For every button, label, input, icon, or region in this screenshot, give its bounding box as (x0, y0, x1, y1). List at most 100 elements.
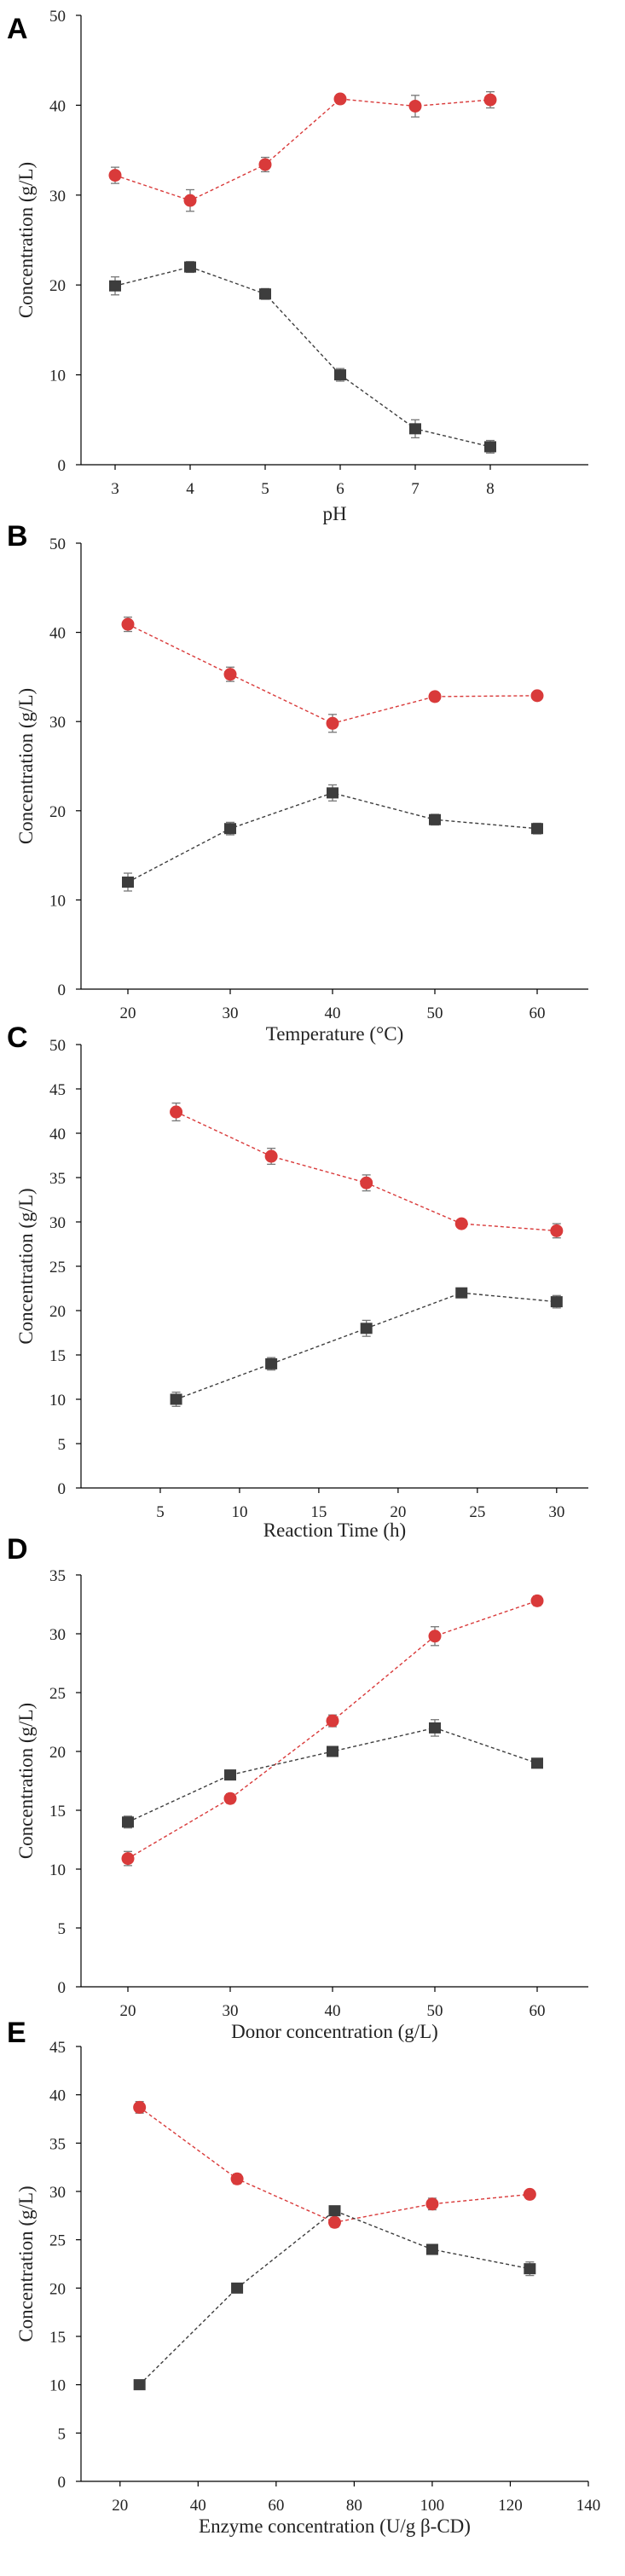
x-tick-label: 40 (325, 1004, 341, 1022)
data-point-circle (121, 1852, 135, 1866)
series-line (127, 623, 538, 725)
x-tick-label: 10 (231, 1503, 247, 1521)
data-point-square (327, 1745, 339, 1757)
data-point-circle (550, 1224, 564, 1237)
y-tick-label: 25 (49, 1259, 66, 1276)
data-point-square (327, 787, 339, 799)
data-point-square (224, 1769, 236, 1781)
data-point-circle (408, 99, 422, 113)
y-tick-label: 15 (49, 1347, 66, 1365)
data-point-circle (333, 92, 347, 106)
x-tick-label: 3 (111, 480, 119, 498)
y-tick-label: 15 (49, 1803, 66, 1821)
data-point-square (122, 876, 134, 888)
data-point-square (265, 1357, 278, 1369)
data-point-square (231, 2282, 244, 2294)
y-tick-label: 30 (49, 2184, 66, 2202)
x-tick-label: 20 (390, 1503, 406, 1521)
y-tick-label: 40 (49, 97, 66, 115)
series-line (127, 792, 538, 883)
series-gray-squares (122, 784, 543, 892)
y-tick-label: 0 (58, 1480, 67, 1498)
x-axis-label: pH (322, 503, 346, 524)
data-point-circle (425, 2197, 439, 2211)
data-point-circle (530, 1594, 544, 1607)
x-tick-label: 25 (469, 1503, 485, 1521)
y-tick-label: 20 (49, 1303, 66, 1321)
data-point-square (259, 288, 271, 300)
x-tick-label: 50 (427, 2002, 443, 2020)
series-line (176, 1292, 557, 1400)
series-red-circles (170, 1102, 564, 1239)
x-tick-label: 140 (576, 2497, 601, 2515)
x-axis-label: Enzyme concentration (U/g β-CD) (199, 2515, 471, 2537)
x-tick-label: 20 (120, 1004, 136, 1022)
chart-panel-c: C 0 5 10 15 20 25 30 35 40 45 50 5 10 15 20 25 30 Reaction… (7, 1022, 588, 1541)
x-tick-label: 50 (427, 1004, 443, 1022)
y-axis-label: Concentration (g/L) (15, 1188, 37, 1344)
series-line (139, 2106, 530, 2223)
data-point-circle (230, 2172, 244, 2185)
y-axis-label: Concentration (g/L) (15, 162, 37, 318)
data-point-circle (133, 2100, 147, 2114)
data-point-square (133, 2379, 146, 2391)
data-point-square (109, 280, 121, 292)
x-tick-label: 40 (325, 2002, 341, 2020)
data-point-circle (258, 158, 272, 171)
series-line (127, 1727, 538, 1823)
data-point-circle (523, 2187, 536, 2201)
series-line (114, 266, 491, 448)
x-tick-label: 60 (268, 2497, 284, 2515)
data-point-circle (328, 2215, 341, 2229)
y-tick-label: 0 (58, 981, 67, 999)
y-axis-label: Concentration (g/L) (15, 2185, 37, 2342)
data-point-circle (223, 1792, 237, 1805)
series-gray-squares (170, 1287, 563, 1407)
data-point-circle (121, 617, 135, 631)
x-tick-label: 30 (223, 1004, 239, 1022)
y-tick-label: 25 (49, 1685, 66, 1703)
y-tick-label: 20 (49, 803, 66, 821)
panel-letter: D (7, 1533, 28, 1566)
y-tick-label: 45 (49, 2039, 66, 2057)
x-tick-label: 30 (548, 1503, 564, 1521)
chart-panel-d: D 0 5 10 15 20 25 30 35 20 30 40 50 60 Donor concentra… (7, 1533, 588, 2042)
data-point-circle (483, 93, 497, 107)
data-point-circle (530, 689, 544, 703)
data-point-square (550, 1296, 563, 1308)
data-point-circle (326, 1714, 339, 1728)
data-point-circle (223, 668, 237, 681)
x-tick-label: 7 (411, 480, 420, 498)
y-tick-label: 0 (58, 1979, 67, 1997)
y-tick-label: 20 (49, 2280, 66, 2298)
x-tick-label: 8 (486, 480, 495, 498)
data-point-circle (108, 169, 122, 182)
chart-panel-a: A 0 10 20 30 40 50 3 4 5 6 7 8 pH Concentration (g/L) (7, 8, 588, 524)
y-tick-label: 30 (49, 188, 66, 206)
data-point-square (524, 2263, 536, 2275)
x-tick-label: 60 (530, 1004, 546, 1022)
panel-letter: A (7, 13, 28, 45)
x-tick-label: 40 (190, 2497, 206, 2515)
y-axis-label: Concentration (g/L) (15, 1703, 37, 1859)
y-tick-label: 50 (49, 8, 66, 26)
data-point-square (122, 1816, 134, 1828)
x-tick-label: 20 (120, 2002, 136, 2020)
data-point-square (531, 1757, 543, 1769)
data-point-circle (183, 194, 197, 207)
series-red-circles (133, 2100, 536, 2229)
x-axis-label: Reaction Time (h) (263, 1520, 406, 1541)
chart-panel-e: E 0 5 10 15 20 25 30 35 40 45 20 40 60 80 100 120 140 Enzy… (7, 2017, 600, 2537)
data-point-square (224, 823, 236, 835)
y-tick-label: 30 (49, 1214, 66, 1232)
y-tick-label: 40 (49, 2087, 66, 2105)
series-gray-squares (133, 2205, 536, 2391)
y-tick-label: 30 (49, 1626, 66, 1644)
series-gray-squares (122, 1719, 543, 1829)
y-tick-label: 20 (49, 277, 66, 295)
y-axis-label: Concentration (g/L) (15, 688, 37, 844)
data-point-circle (360, 1176, 373, 1190)
series-line (139, 2209, 530, 2386)
series-line (114, 98, 491, 201)
